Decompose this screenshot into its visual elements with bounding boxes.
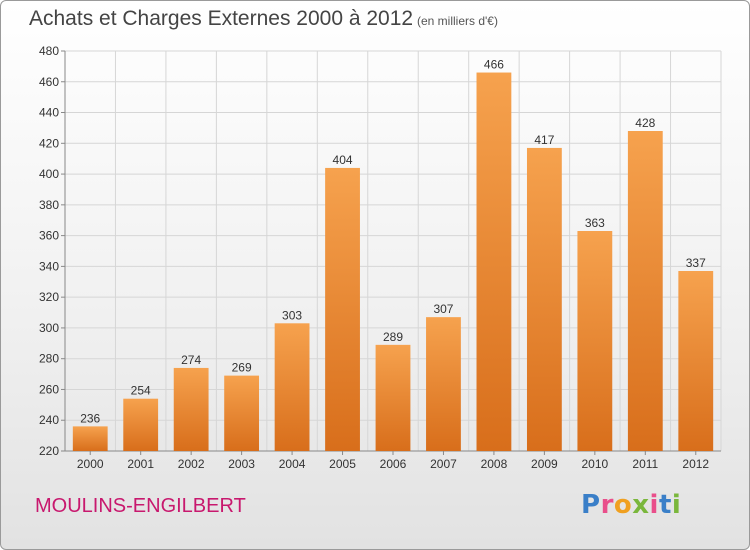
bar-2005 bbox=[325, 167, 360, 451]
y-tick-label: 220 bbox=[39, 444, 59, 458]
data-label: 337 bbox=[686, 256, 706, 270]
x-tick-label: 2004 bbox=[279, 457, 306, 471]
y-tick-label: 380 bbox=[39, 198, 59, 212]
chart-unit: (en milliers d'€) bbox=[417, 14, 498, 28]
bar-2004 bbox=[274, 323, 310, 451]
logo-letter: x bbox=[632, 490, 650, 520]
y-tick-label: 420 bbox=[39, 136, 59, 150]
y-tick-label: 480 bbox=[39, 44, 59, 58]
x-tick-label: 2003 bbox=[228, 457, 255, 471]
data-label: 363 bbox=[585, 216, 605, 230]
y-tick-label: 300 bbox=[39, 321, 59, 335]
data-label: 303 bbox=[282, 308, 302, 322]
y-tick-label: 240 bbox=[39, 413, 59, 427]
y-tick-label: 340 bbox=[39, 259, 59, 273]
logo-letter: r bbox=[600, 490, 614, 520]
y-tick-label: 440 bbox=[39, 106, 59, 120]
bars bbox=[72, 72, 714, 452]
bar-2003 bbox=[224, 375, 260, 451]
x-tick-label: 2009 bbox=[531, 457, 558, 471]
y-tick-label: 280 bbox=[39, 352, 59, 366]
y-tick-label: 360 bbox=[39, 229, 59, 243]
data-label: 404 bbox=[333, 153, 353, 167]
proxiti-logo: Proxiti bbox=[581, 490, 681, 520]
x-tick-label: 2006 bbox=[380, 457, 407, 471]
data-label: 417 bbox=[534, 133, 554, 147]
data-label: 274 bbox=[181, 353, 201, 367]
x-tick-label: 2002 bbox=[178, 457, 205, 471]
data-label: 307 bbox=[433, 302, 453, 316]
y-tick-label: 460 bbox=[39, 75, 59, 89]
bar-2010 bbox=[577, 231, 613, 451]
bar-2002 bbox=[173, 367, 209, 451]
logo-letter: P bbox=[581, 490, 601, 520]
x-tick-label: 2008 bbox=[481, 457, 508, 471]
bar-2011 bbox=[627, 131, 663, 451]
y-tick-label: 320 bbox=[39, 290, 59, 304]
y-tick-label: 400 bbox=[39, 167, 59, 181]
data-label: 289 bbox=[383, 330, 403, 344]
data-label: 428 bbox=[635, 116, 655, 130]
data-label: 236 bbox=[80, 411, 100, 425]
bar-2001 bbox=[123, 398, 159, 451]
logo-letter: o bbox=[613, 490, 633, 520]
x-tick-label: 2000 bbox=[77, 457, 104, 471]
x-tick-label: 2001 bbox=[127, 457, 154, 471]
data-label: 269 bbox=[232, 361, 252, 375]
logo-letter: i bbox=[649, 490, 659, 520]
bar-2000 bbox=[72, 426, 108, 451]
logo-letter: t bbox=[658, 490, 672, 520]
bar-2012 bbox=[678, 271, 714, 451]
logo-letter: i bbox=[671, 490, 682, 520]
x-tick-label: 2010 bbox=[581, 457, 608, 471]
data-label: 466 bbox=[484, 58, 504, 72]
x-tick-label: 2005 bbox=[329, 457, 356, 471]
x-tick-label: 2011 bbox=[632, 457, 658, 471]
bar-2008 bbox=[476, 72, 512, 452]
x-tick-label: 2007 bbox=[430, 457, 457, 471]
data-labels: 236 254 274 269 303 404 289 307 466 417 363 428 337 bbox=[80, 58, 706, 426]
chart-title: Achats et Charges Externes 2000 à 2012 bbox=[29, 7, 414, 30]
data-label: 254 bbox=[131, 384, 151, 398]
commune-name: MOULINS-ENGILBERT bbox=[35, 495, 246, 517]
y-tick-label: 260 bbox=[39, 382, 59, 396]
bar-2009 bbox=[526, 147, 562, 451]
bar-2006 bbox=[375, 344, 411, 451]
bar-2007 bbox=[426, 317, 461, 451]
x-tick-label: 2012 bbox=[682, 457, 709, 471]
